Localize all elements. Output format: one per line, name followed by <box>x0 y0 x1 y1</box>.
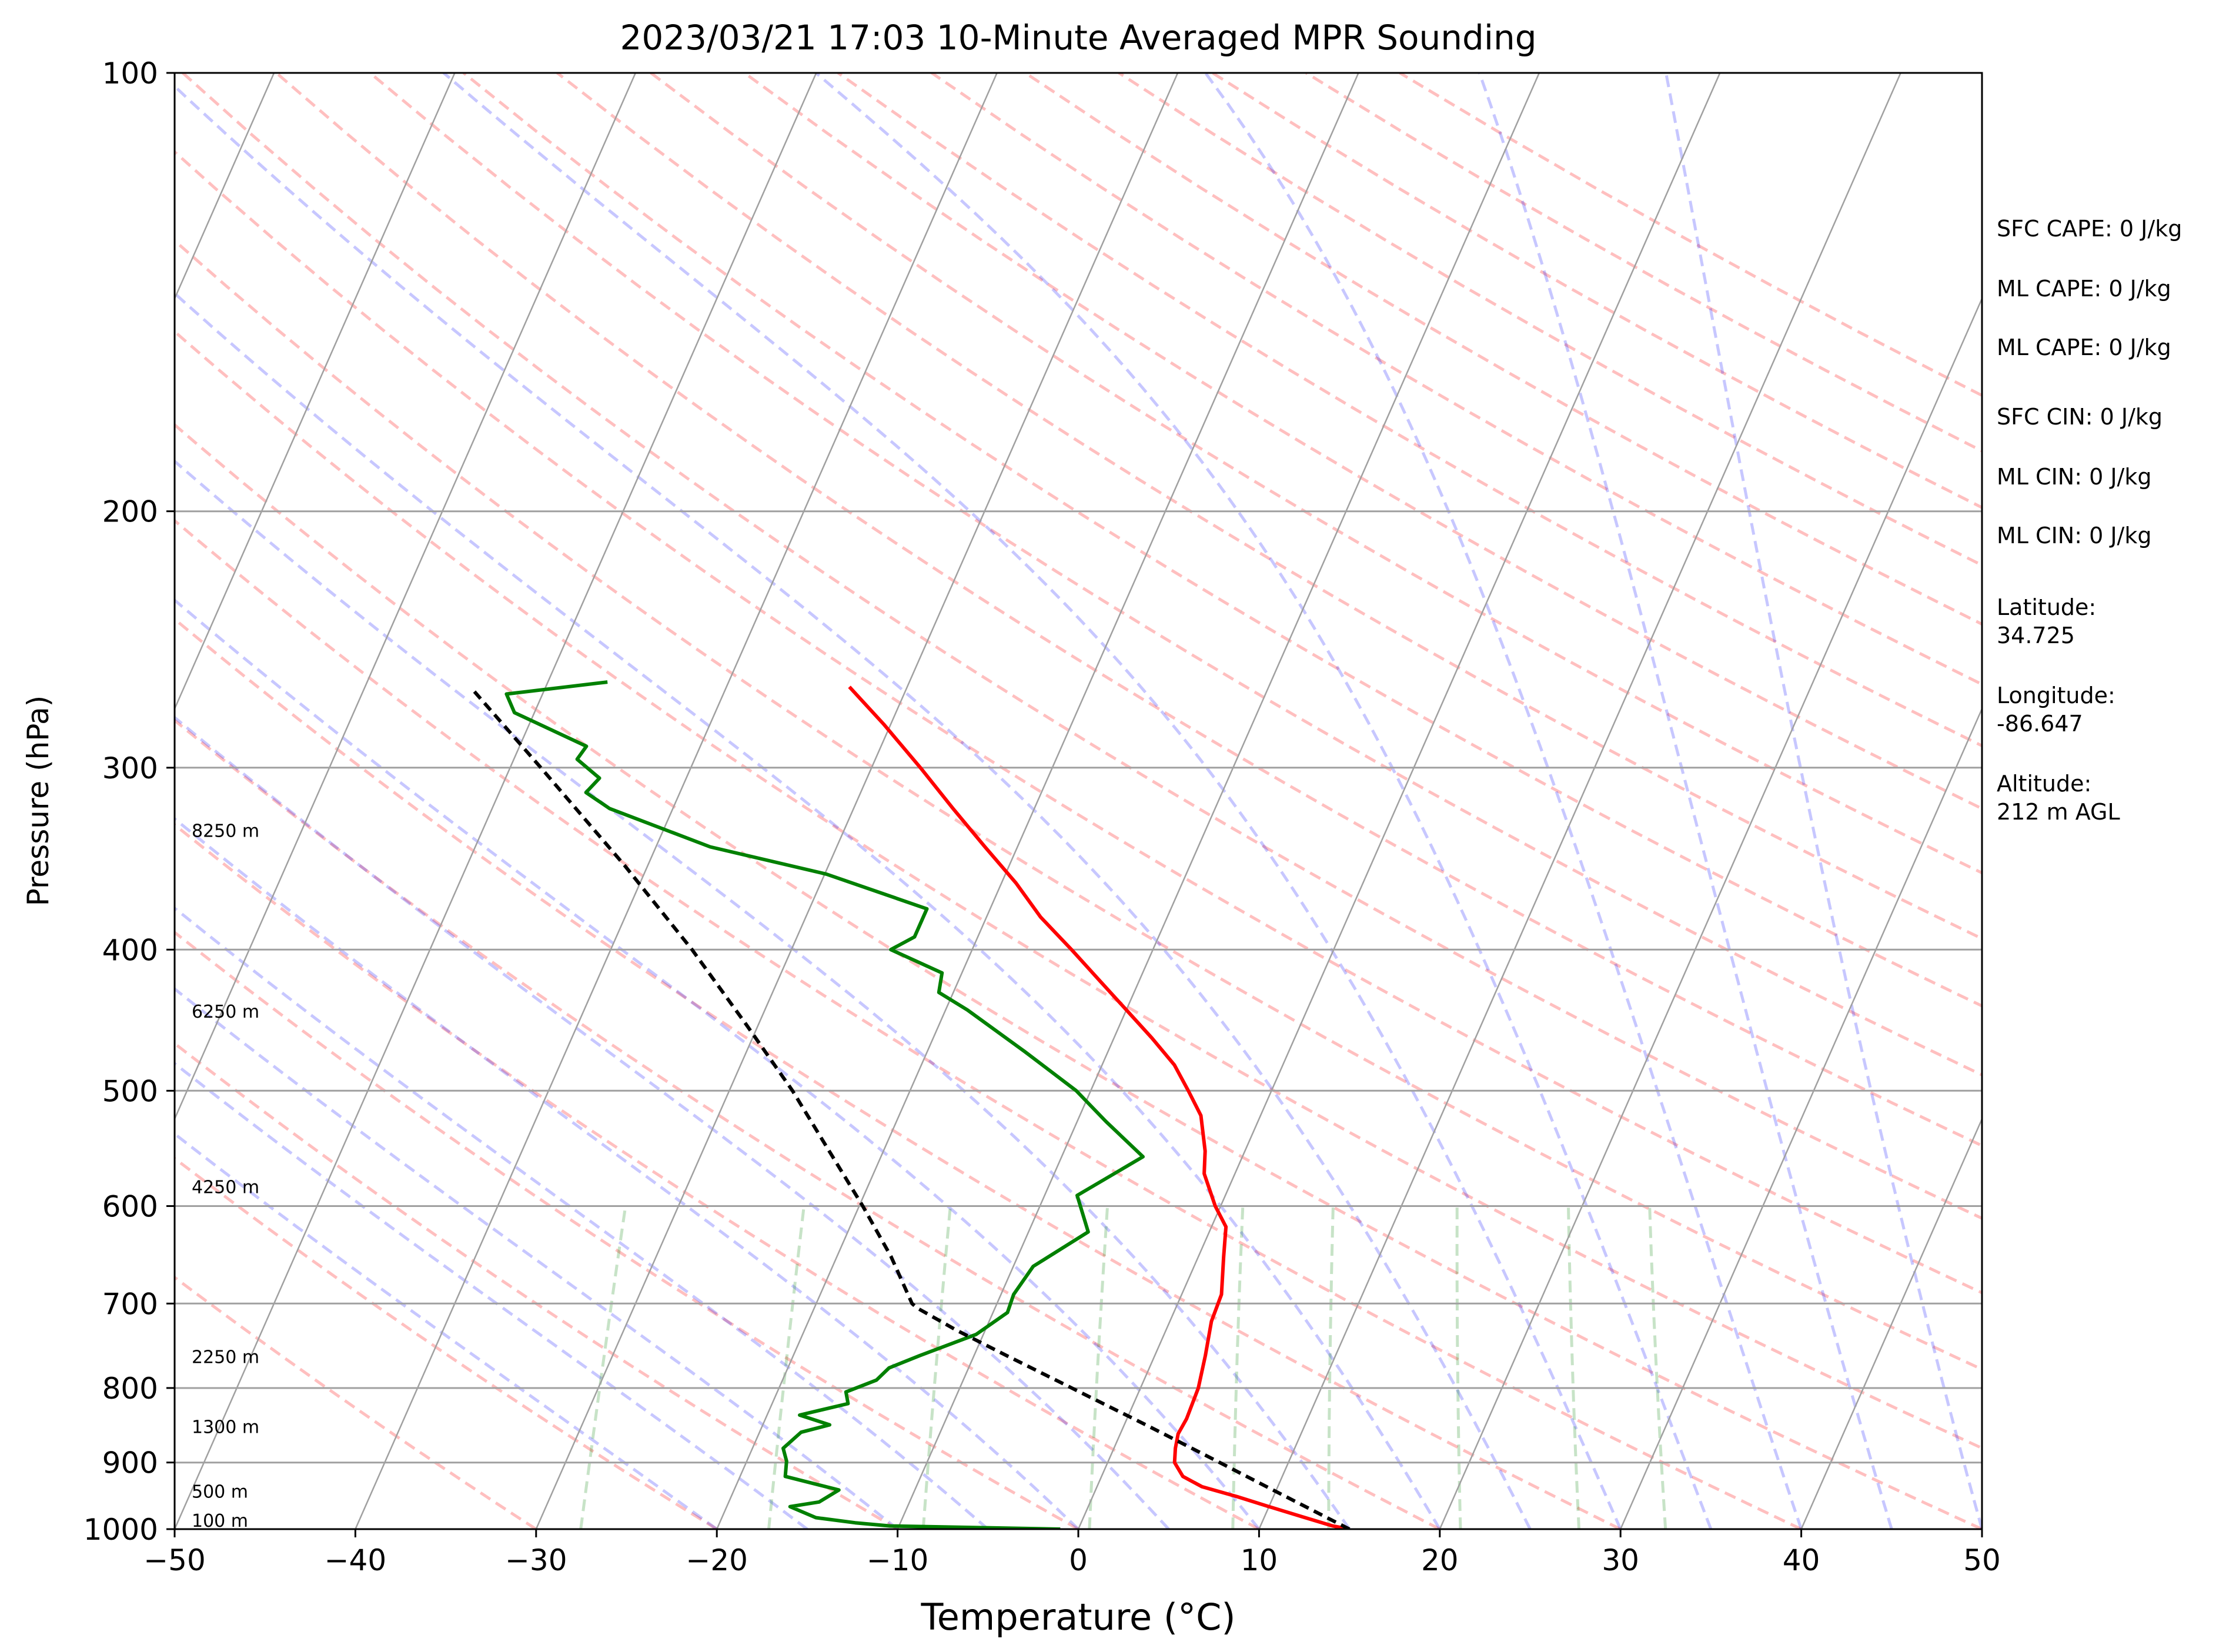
x-tick-label: 10 <box>1241 1543 1278 1577</box>
isotherm <box>897 73 1540 1529</box>
sounding-profiles <box>471 680 1351 1529</box>
height-label: 100 m <box>192 1511 248 1531</box>
dry-adiabat <box>175 1275 537 1529</box>
side-panel-entry: Longitude: <box>1997 683 2115 708</box>
moist-adiabat <box>175 459 1351 1529</box>
dry-adiabat <box>175 423 1982 1529</box>
moist-adiabat <box>175 906 989 1529</box>
isotherm <box>535 73 1179 1529</box>
side-panel-entry: Altitude: <box>1997 771 2091 797</box>
side-panel-entry: ML CAPE: 0 J/kg <box>1997 276 2171 302</box>
y-tick-label: 1000 <box>83 1513 158 1547</box>
x-tick-label: 0 <box>1069 1543 1088 1577</box>
side-panel-entry: ML CIN: 0 J/kg <box>1997 464 2151 490</box>
reference-lines <box>175 73 1982 1529</box>
mixing-ratio-line <box>579 1206 627 1529</box>
moist-adiabat <box>1478 73 1893 1529</box>
dry-adiabat <box>175 930 1079 1529</box>
moist-adiabat <box>175 715 1170 1529</box>
moist-adiabat <box>175 598 1261 1529</box>
side-panel-entry: -86.647 <box>1997 711 2083 737</box>
x-tick-label: 20 <box>1421 1543 1459 1577</box>
y-axis: 1000 900 800 700 600 500 400 300 200 100 <box>83 56 175 1547</box>
mixing-ratio-line <box>921 1206 952 1529</box>
isotherm <box>1439 296 1982 1529</box>
mixing-ratio-line <box>1567 1206 1580 1529</box>
dewpoint-line <box>504 680 1145 1529</box>
x-axis-label: Temperature (°C) <box>920 1596 1235 1638</box>
side-panel: SFC CAPE: 0 J/kg ML CAPE: 0 J/kg ML CAPE: … <box>1997 216 2182 825</box>
chart-title: 2023/03/21 17:03 10-Minute Averaged MPR … <box>620 18 1536 58</box>
moist-adiabat <box>175 291 1441 1529</box>
y-tick-label: 800 <box>102 1372 158 1406</box>
dry-adiabat <box>175 617 1622 1529</box>
mixing-ratio-line <box>1327 1206 1335 1529</box>
isotherm <box>1077 73 1721 1529</box>
x-tick-label: −40 <box>325 1543 387 1577</box>
mixing-ratio-line <box>1648 1206 1667 1529</box>
mixing-ratio-line <box>1088 1206 1109 1529</box>
moist-adiabat <box>175 1061 808 1529</box>
side-panel-entry: 34.725 <box>1997 623 2075 648</box>
temperature-line <box>848 685 1350 1529</box>
isotherm <box>716 73 1359 1529</box>
height-labels: 100 m 500 m 1300 m 2250 m 4250 m 6250 m 8250 m <box>192 821 259 1531</box>
y-tick-label: 100 <box>102 56 158 91</box>
y-tick-label: 200 <box>102 495 158 529</box>
x-tick-label: 50 <box>1963 1543 2001 1577</box>
side-panel-entry: Latitude: <box>1997 594 2096 620</box>
y-tick-label: 700 <box>102 1287 158 1321</box>
height-label: 500 m <box>192 1482 248 1503</box>
side-panel-entry: SFC CAPE: 0 J/kg <box>1997 216 2182 242</box>
mixing-ratio-line <box>767 1206 805 1529</box>
dry-adiabat <box>175 329 1982 1450</box>
side-panel-entry: 212 m AGL <box>1997 799 2120 825</box>
height-label: 4250 m <box>192 1177 259 1198</box>
dry-adiabat <box>182 73 1982 1220</box>
isotherm <box>175 73 637 1121</box>
y-tick-label: 400 <box>102 933 158 967</box>
dry-adiabat <box>175 239 1982 1371</box>
x-tick-label: −10 <box>867 1543 929 1577</box>
isotherm <box>1258 73 1901 1529</box>
dry-adiabat <box>175 1041 898 1529</box>
x-tick-label: −20 <box>686 1543 748 1577</box>
y-tick-label: 900 <box>102 1446 158 1480</box>
moist-adiabat <box>442 73 1622 1529</box>
moist-adiabat <box>175 986 899 1529</box>
height-label: 6250 m <box>192 1002 259 1022</box>
y-tick-label: 600 <box>102 1189 158 1223</box>
height-label: 1300 m <box>192 1417 259 1437</box>
side-panel-entry: ML CIN: 0 J/kg <box>1997 523 2151 549</box>
height-label: 2250 m <box>192 1347 259 1368</box>
dry-adiabat <box>175 718 1440 1529</box>
isotherm <box>1620 707 1982 1529</box>
moist-adiabat <box>175 1132 718 1529</box>
x-axis: −50 −40 −30 −20 −10 0 10 20 30 40 50 <box>143 1529 2001 1577</box>
moist-adiabat <box>1665 73 1982 1529</box>
dry-adiabat <box>175 1156 718 1529</box>
y-tick-label: 500 <box>102 1074 158 1108</box>
side-panel-entry: ML CAPE: 0 J/kg <box>1997 335 2171 360</box>
x-tick-label: −30 <box>505 1543 567 1577</box>
y-tick-label: 300 <box>102 751 158 785</box>
x-tick-label: 30 <box>1602 1543 1639 1577</box>
moist-adiabat <box>175 817 1079 1529</box>
isotherm <box>175 73 817 1529</box>
isotherm <box>355 73 998 1529</box>
x-tick-label: −50 <box>143 1543 206 1577</box>
mixing-ratio-line <box>1231 1206 1245 1529</box>
dry-adiabat <box>175 149 1982 1295</box>
side-panel-entry: SFC CIN: 0 J/kg <box>1997 404 2163 430</box>
height-label: 8250 m <box>192 821 259 842</box>
isotherm <box>175 73 456 711</box>
moist-adiabat <box>175 84 1532 1529</box>
moist-adiabat <box>815 73 1713 1529</box>
x-tick-label: 40 <box>1783 1543 1820 1577</box>
isotherm <box>1800 1117 1982 1529</box>
y-axis-label: Pressure (hPa) <box>21 695 55 907</box>
